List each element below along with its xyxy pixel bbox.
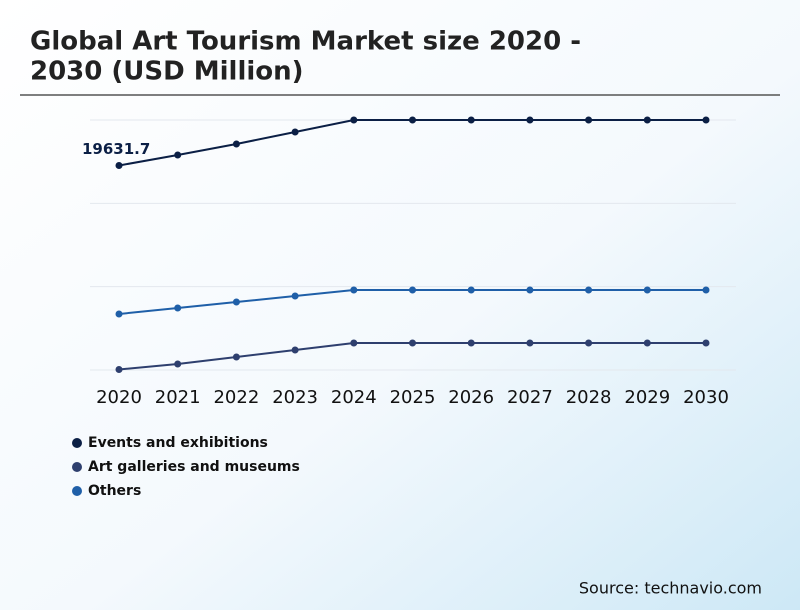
legend-marker xyxy=(72,486,82,496)
data-point xyxy=(643,116,651,124)
data-point xyxy=(115,162,123,170)
data-point xyxy=(409,339,416,347)
legend-label: Art galleries and museums xyxy=(88,459,300,475)
x-tick-label: 2020 xyxy=(96,387,142,408)
legend-label: Others xyxy=(88,483,141,499)
data-label: 19631.7 xyxy=(82,140,150,158)
data-point xyxy=(702,286,710,294)
legend-marker xyxy=(72,438,82,448)
data-point xyxy=(585,286,593,294)
chart-title: 2030 (USD Million) xyxy=(30,57,304,87)
data-point xyxy=(115,365,123,373)
x-tick-label: 2022 xyxy=(213,387,259,408)
x-tick-label: 2026 xyxy=(448,387,494,408)
data-point xyxy=(232,353,240,361)
x-tick-label: 2021 xyxy=(155,387,201,408)
data-point xyxy=(526,286,534,294)
data-point xyxy=(467,116,475,124)
x-tick-label: 2025 xyxy=(390,387,436,408)
data-point xyxy=(350,339,358,347)
data-point xyxy=(467,286,475,294)
data-point xyxy=(291,128,299,136)
data-point xyxy=(702,116,710,124)
data-point xyxy=(526,116,534,124)
chart-title: Global Art Tourism Market size 2020 - xyxy=(30,27,581,57)
x-tick-label: 2024 xyxy=(331,387,377,408)
data-point xyxy=(585,116,593,124)
data-point xyxy=(526,339,534,347)
data-point xyxy=(174,304,182,312)
data-point xyxy=(409,286,416,294)
data-point xyxy=(232,140,240,148)
x-tick-label: 2027 xyxy=(507,387,553,408)
x-tick-label: 2023 xyxy=(272,387,318,408)
source: Source: technavio.com xyxy=(579,579,762,598)
data-point xyxy=(115,310,123,318)
data-point xyxy=(291,292,299,300)
data-point xyxy=(174,151,182,159)
data-point xyxy=(467,339,475,347)
data-point xyxy=(643,286,651,294)
legend-label: Events and exhibitions xyxy=(88,435,268,451)
data-point xyxy=(409,116,416,124)
data-point xyxy=(350,286,358,294)
data-point xyxy=(232,298,240,306)
data-point xyxy=(350,116,358,124)
data-point xyxy=(291,346,299,354)
data-point xyxy=(643,339,651,347)
x-tick-label: 2030 xyxy=(683,387,729,408)
data-point xyxy=(174,360,182,368)
x-tick-label: 2028 xyxy=(566,387,612,408)
data-point xyxy=(585,339,593,347)
legend-marker xyxy=(72,462,82,472)
data-point xyxy=(702,339,710,347)
x-tick-label: 2029 xyxy=(624,387,670,408)
